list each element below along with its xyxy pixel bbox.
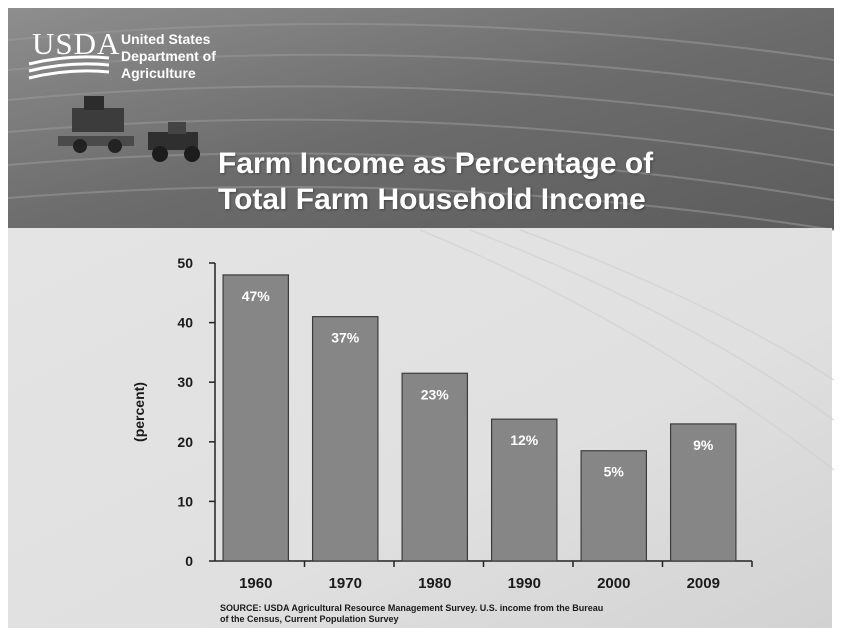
chart-title-line: Total Farm Household Income xyxy=(218,183,646,216)
agency-line: Agriculture xyxy=(121,65,196,81)
agency-line: Department of xyxy=(121,48,216,64)
tractor-icon xyxy=(148,122,200,162)
y-tick-label: 40 xyxy=(177,315,193,331)
bar xyxy=(401,372,469,562)
bar-value-label: 9% xyxy=(693,437,714,453)
y-tick-label: 30 xyxy=(177,374,193,390)
y-tick-label: 0 xyxy=(185,553,193,569)
bar-value-label: 12% xyxy=(510,432,539,448)
source-line: of the Census, Current Population Survey xyxy=(220,614,399,624)
usda-logo-text: USDA xyxy=(32,26,121,61)
chart-title-line: Farm Income as Percentage of xyxy=(218,147,654,180)
x-tick-label: 1990 xyxy=(508,575,541,592)
x-tick-label: 2000 xyxy=(597,575,630,592)
combine-harvester-icon xyxy=(58,96,134,153)
agency-name: United States Department of Agriculture xyxy=(121,31,281,82)
source-line: SOURCE: USDA Agricultural Resource Manag… xyxy=(220,603,604,613)
usda-logo xyxy=(28,55,110,80)
crop-rows xyxy=(7,23,835,231)
x-tick-label: 2009 xyxy=(687,575,720,592)
x-tick-label: 1970 xyxy=(329,575,362,592)
bar-value-label: 37% xyxy=(331,330,360,346)
x-tick-label: 1980 xyxy=(418,575,451,592)
bar xyxy=(669,423,737,562)
source-note: SOURCE: USDA Agricultural Resource Manag… xyxy=(220,603,740,625)
y-tick-label: 20 xyxy=(177,434,193,450)
y-tick-label: 10 xyxy=(177,493,193,509)
bar xyxy=(580,450,648,562)
bar-value-label: 47% xyxy=(242,288,271,304)
chart-title: Farm Income as Percentage of Total Farm … xyxy=(218,146,828,218)
bar-value-label: 5% xyxy=(604,464,625,480)
bar xyxy=(222,274,290,562)
agency-line: United States xyxy=(121,31,211,47)
field-photo xyxy=(8,8,834,230)
y-axis-label: (percent) xyxy=(131,382,147,442)
x-tick-label: 1960 xyxy=(239,575,272,592)
bar-value-label: 23% xyxy=(421,386,450,402)
bar xyxy=(311,316,379,562)
y-tick-label: 50 xyxy=(177,255,193,271)
bar xyxy=(490,418,558,562)
